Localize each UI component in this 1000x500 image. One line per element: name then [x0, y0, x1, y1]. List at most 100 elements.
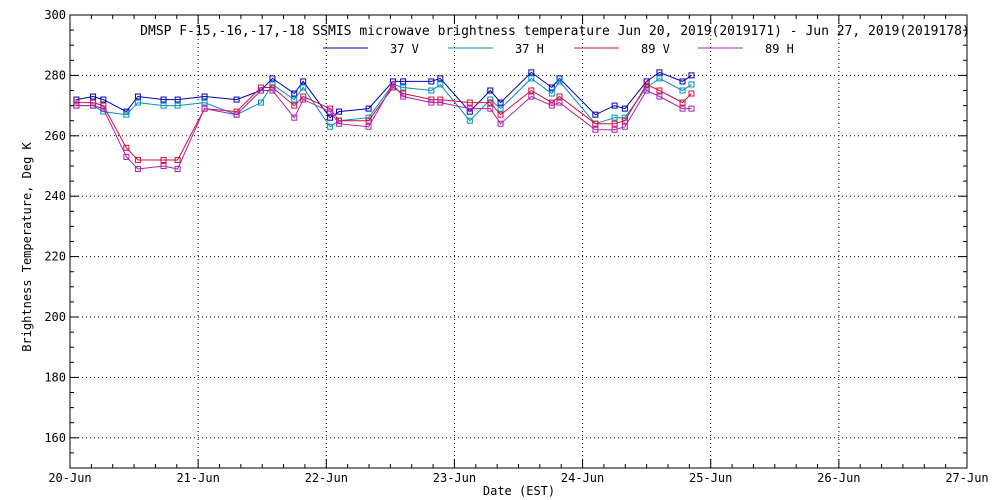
data-point [428, 78, 435, 85]
data-point [611, 120, 618, 127]
data-point [528, 75, 535, 82]
x-tick-label: 23-Jun [433, 471, 476, 485]
x-tick-label: 27-Jun [945, 471, 988, 485]
data-point [643, 87, 650, 94]
data-point [656, 75, 663, 82]
data-point [201, 93, 208, 100]
data-point [174, 156, 181, 163]
data-point [528, 87, 535, 94]
data-point [592, 126, 599, 133]
x-tick-label: 20-Jun [48, 471, 91, 485]
data-point [134, 99, 141, 106]
data-point [233, 96, 240, 103]
data-point [428, 96, 435, 103]
data-point [160, 102, 167, 109]
legend-label: 89 H [765, 42, 794, 56]
data-point [201, 99, 208, 106]
data-point [497, 99, 504, 106]
data-point [100, 105, 107, 112]
data-point [327, 108, 334, 115]
data-point [466, 99, 473, 106]
plot-frame [69, 14, 968, 469]
x-axis-label: Date (EST) [483, 484, 555, 498]
y-tick-label: 240 [44, 189, 66, 203]
data-point [300, 96, 307, 103]
data-point [548, 90, 555, 97]
data-point [621, 117, 628, 124]
data-point [688, 105, 695, 112]
data-point [556, 78, 563, 85]
data-point [327, 114, 334, 121]
series-line [76, 83, 692, 161]
y-tick-label: 180 [44, 370, 66, 384]
legend-label: 37 H [515, 42, 544, 56]
data-point [679, 78, 686, 85]
data-point [688, 72, 695, 79]
data-point [656, 69, 663, 76]
series-line [76, 77, 692, 128]
data-point [300, 84, 307, 91]
data-point [548, 84, 555, 91]
data-point [688, 90, 695, 97]
data-point [611, 114, 618, 121]
x-tick-label: 22-Jun [305, 471, 348, 485]
data-point [123, 153, 130, 160]
data-point [269, 84, 276, 91]
data-point [257, 87, 264, 94]
data-point [100, 96, 107, 103]
data-point [300, 93, 307, 100]
data-point [428, 99, 435, 106]
data-point [134, 93, 141, 100]
data-point [621, 123, 628, 130]
data-point [679, 87, 686, 94]
data-point [400, 78, 407, 85]
y-tick-label: 280 [44, 68, 66, 82]
data-point [233, 111, 240, 118]
series-line [76, 83, 692, 170]
x-axis: 20-Jun 21-Jun 22-Jun 23-Jun 24-Jun 25-Jun 26-J… [48, 15, 989, 485]
data-point [174, 102, 181, 109]
data-point [437, 75, 444, 82]
data-point [466, 108, 473, 115]
data-point [336, 120, 343, 127]
legend-label: 37 V [390, 42, 419, 56]
data-point [90, 102, 97, 109]
y-tick-label: 220 [44, 250, 66, 264]
data-point [621, 105, 628, 112]
data-point [269, 87, 276, 94]
y-tick-label: 160 [44, 431, 66, 445]
chart-title: DMSP F-15,-16,-17,-18 SSMIS microwave br… [140, 24, 970, 39]
grid-lines [70, 15, 967, 468]
data-point [487, 105, 494, 112]
data-point [528, 69, 535, 76]
data-point [497, 120, 504, 127]
data-point [123, 111, 130, 118]
data-point [174, 166, 181, 173]
data-point [336, 108, 343, 115]
data-point [437, 96, 444, 103]
data-point [291, 96, 298, 103]
data-point [257, 99, 264, 106]
data-point [679, 99, 686, 106]
series-37-h [73, 75, 695, 130]
data-point [688, 81, 695, 88]
series-line [76, 71, 692, 119]
data-point [487, 87, 494, 94]
data-point [556, 93, 563, 100]
data-point [134, 156, 141, 163]
y-axis: 160 180 200 220 240 260 280 300 [44, 8, 967, 469]
data-point [90, 99, 97, 106]
y-tick-label: 200 [44, 310, 66, 324]
data-point [437, 99, 444, 106]
data-point [466, 117, 473, 124]
data-point [134, 166, 141, 173]
x-tick-label: 26-Jun [817, 471, 860, 485]
series-group [73, 69, 695, 173]
x-tick-label: 24-Jun [561, 471, 604, 485]
data-point [643, 78, 650, 85]
data-point [365, 105, 372, 112]
data-point [291, 114, 298, 121]
data-point [90, 93, 97, 100]
data-point [548, 102, 555, 109]
data-point [643, 81, 650, 88]
